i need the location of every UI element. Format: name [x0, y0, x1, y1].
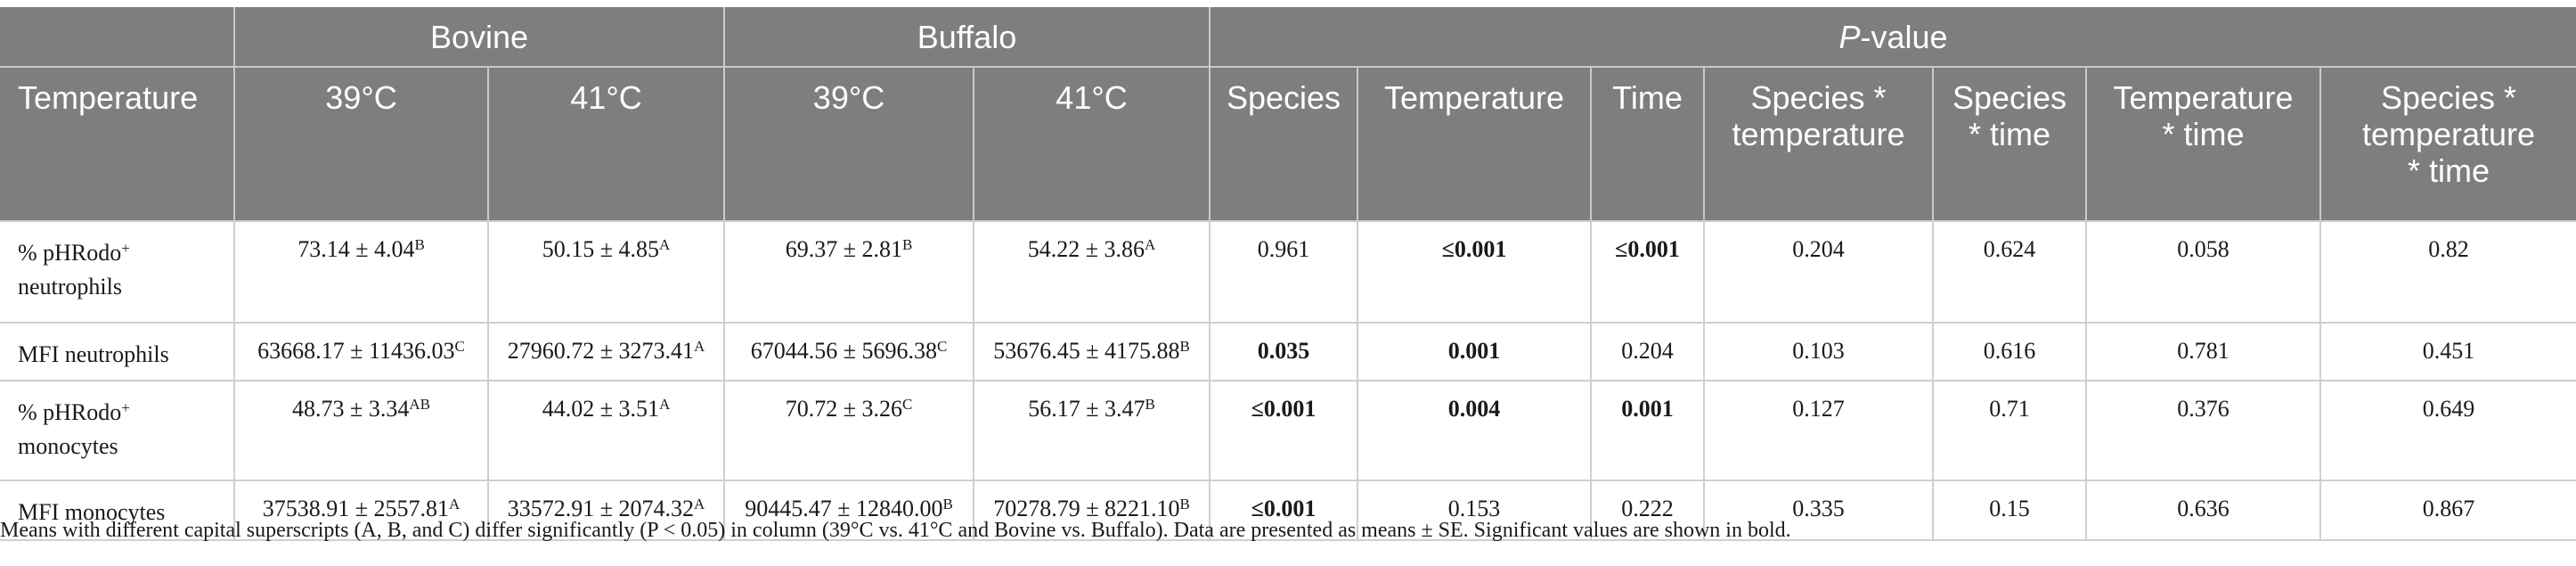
header-bovine-41c: 41°C — [486, 67, 725, 222]
value-cell: 56.17 ± 3.47B — [973, 381, 1211, 481]
value-cell: 90445.47 ± 12840.00B — [723, 480, 974, 541]
header-temperature-time: Temperature * time — [2085, 67, 2321, 222]
header-column-row: Temperature 39°C 41°C 39°C 41°C Species … — [0, 67, 2576, 222]
header-species-temperature-time: Species * temperature * time — [2319, 67, 2576, 222]
pvalue-cell: 0.204 — [1703, 221, 1934, 324]
pvalue-cell: 0.616 — [1932, 323, 2087, 381]
pvalue-cell: 0.103 — [1703, 323, 1934, 381]
header-blank-cell — [0, 7, 234, 68]
value-cell: 37538.91 ± 2557.81A — [233, 480, 488, 541]
header-temperature-effect: Temperature — [1357, 67, 1592, 222]
value-cell: 33572.91 ± 2074.32A — [486, 480, 725, 541]
value-cell: 48.73 ± 3.34AB — [233, 381, 488, 481]
pvalue-cell: 0.781 — [2085, 323, 2321, 381]
header-time: Time — [1590, 67, 1705, 222]
pvalue-cell: 0.624 — [1932, 221, 2087, 324]
pvalue-cell: 0.035 — [1209, 323, 1358, 381]
pvalue-suffix: -value — [1860, 18, 1948, 55]
header-group-buffalo: Buffalo — [723, 7, 1211, 68]
pvalue-cell: 0.058 — [2085, 221, 2321, 324]
header-species: Species — [1209, 67, 1358, 222]
pvalue-cell: 0.451 — [2319, 323, 2576, 381]
value-cell: 54.22 ± 3.86A — [973, 221, 1211, 324]
value-cell: 27960.72 ± 3273.41A — [486, 323, 725, 381]
table-row: MFI monocytes 37538.91 ± 2557.81A 33572.… — [0, 480, 2576, 541]
pvalue-cell: 0.961 — [1209, 221, 1358, 324]
pvalue-cell: 0.636 — [2085, 480, 2321, 541]
header-buffalo-41c: 41°C — [973, 67, 1211, 222]
pvalue-italic-p: P — [1838, 18, 1861, 55]
row-label: MFI neutrophils — [0, 323, 234, 381]
pvalue-cell: 0.867 — [2319, 480, 2576, 541]
value-cell: 73.14 ± 4.04B — [233, 221, 488, 324]
pvalue-cell: 0.204 — [1590, 323, 1705, 381]
value-cell: 69.37 ± 2.81B — [723, 221, 974, 324]
header-bovine-39c: 39°C — [233, 67, 488, 222]
pvalue-cell: ≤0.001 — [1209, 381, 1358, 481]
pvalue-cell: 0.335 — [1703, 480, 1934, 541]
value-cell: 50.15 ± 4.85A — [486, 221, 725, 324]
row-label: % pHRodo+ neutrophils — [0, 221, 234, 324]
pvalue-cell: 0.127 — [1703, 381, 1934, 481]
value-cell: 44.02 ± 3.51A — [486, 381, 725, 481]
pvalue-cell: 0.004 — [1357, 381, 1592, 481]
value-cell: 70278.79 ± 8221.10B — [973, 480, 1211, 541]
pvalue-cell: 0.222 — [1590, 480, 1705, 541]
header-group-bovine: Bovine — [232, 7, 725, 68]
pvalue-cell: 0.001 — [1590, 381, 1705, 481]
header-species-temperature: Species * temperature — [1703, 67, 1934, 222]
pvalue-cell: 0.153 — [1357, 480, 1592, 541]
value-cell: 67044.56 ± 5696.38C — [723, 323, 974, 381]
table-row: MFI neutrophils 63668.17 ± 11436.03C 279… — [0, 323, 2576, 381]
pvalue-cell: 0.649 — [2319, 381, 2576, 481]
table-footnote: Means with different capital superscript… — [0, 519, 1791, 542]
row-label: % pHRodo+ monocytes — [0, 381, 234, 481]
header-buffalo-39c: 39°C — [723, 67, 974, 222]
table-row: % pHRodo+ neutrophils 73.14 ± 4.04B 50.15… — [0, 221, 2576, 324]
header-species-time: Species * time — [1932, 67, 2087, 222]
results-table: Bovine Buffalo P-value Temperature 39°C … — [0, 7, 2576, 541]
value-cell: 63668.17 ± 11436.03C — [233, 323, 488, 381]
pvalue-cell: 0.15 — [1932, 480, 2087, 541]
pvalue-cell: ≤0.001 — [1357, 221, 1592, 324]
pvalue-cell: 0.71 — [1932, 381, 2087, 481]
pvalue-cell: 0.82 — [2319, 221, 2576, 324]
table-row: % pHRodo+ monocytes 48.73 ± 3.34AB 44.02 … — [0, 381, 2576, 481]
value-cell: 53676.45 ± 4175.88B — [973, 323, 1211, 381]
value-cell: 70.72 ± 3.26C — [723, 381, 974, 481]
row-label: MFI monocytes — [0, 480, 234, 541]
header-temperature: Temperature — [0, 67, 234, 222]
pvalue-cell: ≤0.001 — [1209, 480, 1358, 541]
pvalue-cell: ≤0.001 — [1590, 221, 1705, 324]
header-group-pvalue: P-value — [1209, 7, 2576, 68]
header-group-row: Bovine Buffalo P-value — [0, 7, 2576, 68]
pvalue-cell: 0.001 — [1357, 323, 1592, 381]
pvalue-cell: 0.376 — [2085, 381, 2321, 481]
